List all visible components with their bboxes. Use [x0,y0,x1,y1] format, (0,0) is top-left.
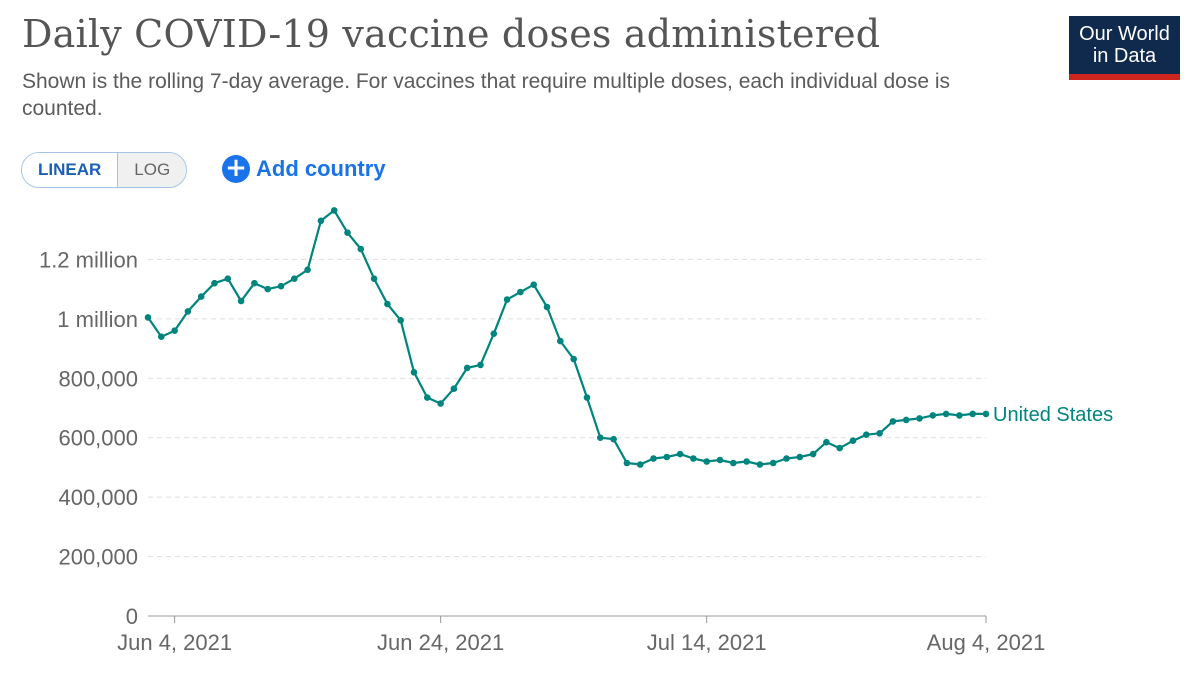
y-tick-label: 200,000 [58,545,138,570]
data-point [836,444,843,452]
data-point [384,300,391,308]
data-point [929,412,937,419]
data-point [849,437,857,445]
data-point [171,327,178,335]
series-line-united-states [147,209,986,466]
x-tick-label: Jun 4, 2021 [117,630,232,655]
data-point [863,431,870,439]
logo-line-1: Our World [1079,23,1170,45]
data-point [357,245,365,253]
data-point [158,333,165,341]
data-point [703,458,710,465]
data-point [490,330,498,338]
data-point [304,266,311,274]
series-label-united-states: United States [993,404,1113,426]
data-point [344,229,351,236]
x-tick-label: Aug 4, 2021 [927,630,1046,655]
data-point [264,285,272,293]
add-country-label: Add country [256,156,386,181]
data-point [543,303,551,311]
data-point [636,461,644,468]
data-point [889,418,897,425]
data-point [370,275,378,283]
data-point [291,275,298,283]
log-scale-button[interactable]: LOG [118,153,187,187]
data-point [277,282,285,290]
data-point [503,296,511,303]
y-tick-label: 1.2 million [39,247,138,272]
data-point [597,434,604,442]
data-point [517,288,524,296]
data-point [583,394,591,401]
y-tick-label: 600,000 [58,426,138,451]
data-point [942,410,950,418]
data-point [783,455,790,462]
data-point [956,412,963,419]
data-point [317,217,325,225]
data-point [796,453,804,461]
data-point [623,459,631,467]
data-point [397,317,405,324]
y-tick-label: 400,000 [58,485,138,510]
data-point [237,297,245,305]
add-country-button[interactable]: + Add country [222,155,386,183]
data-point [610,435,617,443]
x-tick-label: Jun 24, 2021 [377,630,504,655]
data-point [676,450,684,458]
data-point [982,410,990,418]
data-point [424,394,431,401]
data-point [650,455,657,462]
x-tick-label: Jul 14, 2021 [647,630,767,655]
data-point [570,355,577,363]
data-point [184,308,192,315]
data-point [809,450,817,458]
owid-logo[interactable]: Our World in Data [1069,16,1180,80]
logo-line-2: in Data [1092,45,1157,67]
data-point [823,438,830,446]
plus-circle-icon: + [222,155,250,183]
data-point [969,410,976,418]
data-point [876,430,883,437]
chart-title: Daily COVID-19 vaccine doses administere… [22,12,881,56]
data-point [716,456,724,464]
data-point [902,416,910,424]
data-point [756,461,764,468]
data-point [916,415,923,422]
data-point [330,207,338,214]
data-point [530,281,537,289]
data-point [224,275,232,283]
data-point [211,279,218,287]
chart-subtitle: Shown is the rolling 7-day average. For … [22,70,950,120]
data-point [463,364,471,372]
y-tick-label: 1 million [57,307,138,332]
data-point [450,385,458,393]
data-point [730,459,737,467]
linear-scale-button[interactable]: LINEAR [22,153,119,187]
y-tick-label: 800,000 [58,366,138,391]
data-point [743,458,750,465]
y-tick-label: 0 [126,604,138,629]
data-point [663,453,671,461]
data-point [437,400,444,407]
scale-toggle: LINEAR LOG [21,152,188,188]
data-point [410,369,418,376]
data-point [690,455,697,462]
data-point [769,459,777,467]
data-point [557,337,564,345]
data-point [251,279,258,287]
data-point [144,314,152,321]
data-point [477,361,484,369]
data-point [197,293,205,300]
